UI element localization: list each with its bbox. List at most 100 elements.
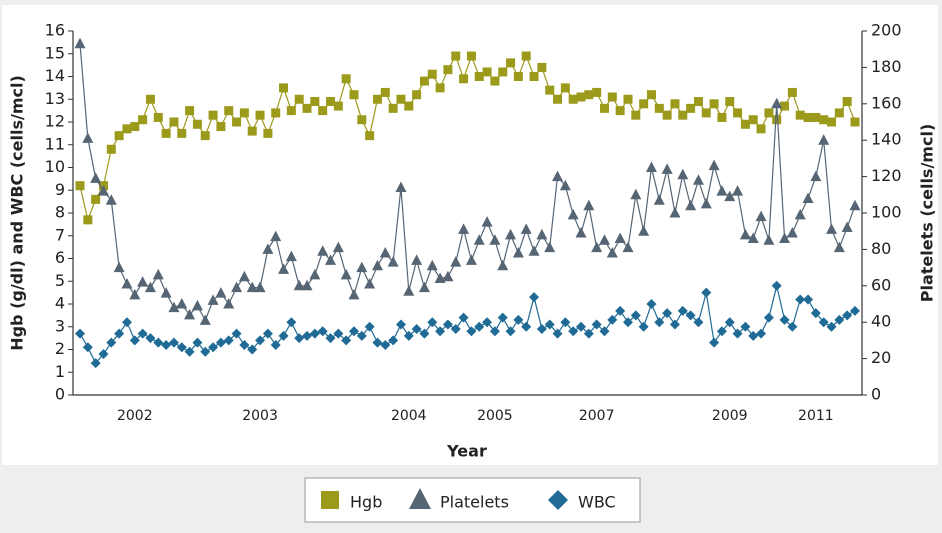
data-point (622, 317, 633, 328)
data-point (568, 94, 578, 104)
data-point (348, 326, 359, 337)
data-point (403, 285, 415, 296)
data-point (763, 312, 774, 323)
data-point (669, 319, 680, 330)
data-point (786, 227, 798, 238)
data-point (724, 317, 735, 328)
data-point (615, 106, 625, 116)
data-point (497, 312, 508, 323)
data-point (90, 172, 102, 183)
data-point (82, 132, 94, 143)
data-point (278, 330, 289, 341)
data-point (395, 181, 407, 193)
data-point (301, 279, 313, 291)
data-point (717, 112, 727, 122)
data-point (545, 85, 555, 95)
data-point (747, 232, 759, 243)
data-point (645, 161, 657, 172)
data-point (191, 299, 203, 311)
data-point (356, 261, 368, 273)
data-point (255, 335, 266, 346)
data-point (584, 90, 594, 100)
data-point (756, 124, 766, 134)
data-point (293, 279, 305, 291)
data-point (521, 321, 532, 332)
data-point (326, 97, 336, 107)
data-point (497, 259, 509, 271)
data-point (709, 99, 719, 109)
data-point (506, 58, 516, 68)
data-point (669, 207, 681, 218)
series-line (79, 54, 856, 222)
legend-marker (409, 488, 431, 509)
y-tick-label: 6 (55, 248, 65, 267)
data-point (130, 122, 140, 132)
data-point (489, 234, 501, 245)
data-point (122, 124, 132, 134)
data-point (325, 333, 336, 344)
data-point (192, 119, 202, 129)
data-point (622, 241, 634, 253)
y-tick-label: 0 (55, 385, 65, 404)
data-point (505, 228, 517, 240)
plot-background (2, 5, 938, 465)
data-point (388, 335, 399, 346)
data-point (537, 62, 547, 72)
data-point (450, 256, 462, 267)
data-point (246, 281, 258, 293)
x-tick-label: 2005 (477, 408, 513, 424)
data-point (513, 314, 524, 325)
data-point (215, 337, 226, 348)
data-point (129, 288, 141, 300)
data-point (379, 247, 391, 258)
data-point (638, 321, 649, 332)
data-point (490, 76, 500, 86)
data-point (279, 83, 289, 93)
data-point (733, 108, 743, 118)
data-point (827, 117, 837, 127)
data-point (654, 103, 664, 113)
data-point (388, 103, 398, 113)
data-point (200, 131, 210, 141)
data-point (771, 97, 783, 109)
data-point (725, 97, 735, 107)
data-point (106, 337, 117, 348)
data-point (740, 321, 751, 332)
data-point (482, 67, 492, 77)
data-point (427, 69, 437, 79)
data-point (286, 106, 296, 116)
data-point (435, 326, 446, 337)
y-tick-label: 13 (45, 89, 65, 108)
y-tick-label: 12 (45, 112, 65, 131)
data-point (818, 317, 829, 328)
y-tick-label: 5 (55, 271, 65, 290)
data-point (724, 190, 736, 202)
data-point (662, 110, 672, 120)
data-point (113, 261, 125, 273)
data-point (599, 326, 610, 337)
data-point (231, 281, 243, 293)
series-line (79, 285, 856, 365)
data-point (82, 342, 93, 353)
data-point (771, 280, 782, 291)
data-point (748, 115, 758, 125)
y2-tick-label: 20 (871, 348, 891, 367)
data-point (153, 337, 164, 348)
data-point (474, 321, 485, 332)
data-point (216, 122, 226, 132)
data-point (161, 339, 172, 350)
data-point (638, 225, 650, 236)
data-point (678, 110, 688, 120)
y2-tick-label: 40 (871, 312, 891, 331)
data-point (592, 87, 602, 97)
data-point (692, 174, 704, 185)
data-point (341, 335, 352, 346)
y2-tick-label: 140 (871, 130, 902, 149)
data-point (333, 328, 344, 339)
data-point (419, 76, 429, 86)
y-tick-label: 2 (55, 339, 65, 358)
legend (304, 477, 641, 523)
data-point (106, 144, 116, 154)
data-point (833, 241, 845, 253)
